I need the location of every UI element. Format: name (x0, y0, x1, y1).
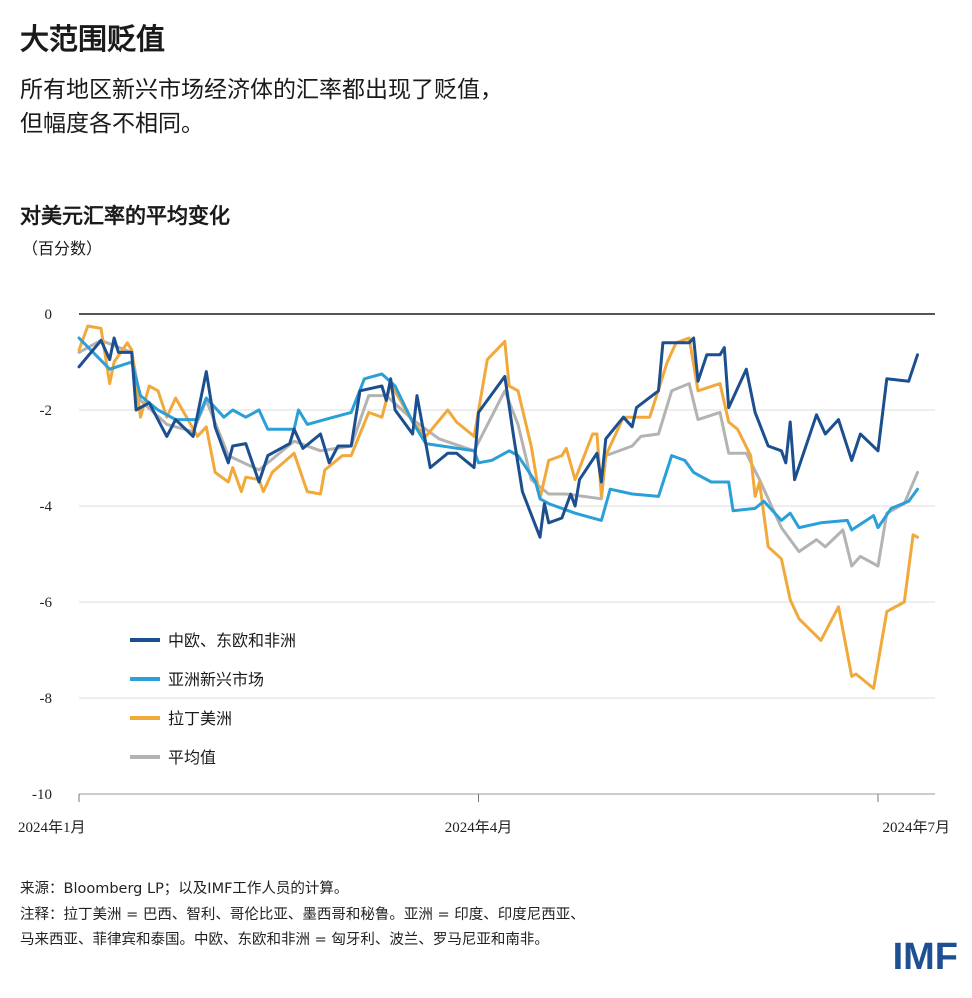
legend-label: 平均值 (168, 748, 216, 767)
page-title: 大范围贬值 (20, 22, 166, 56)
legend-label: 中欧、东欧和非洲 (168, 631, 296, 650)
subtitle-line-2: 但幅度各不相同。 (20, 111, 204, 137)
y-tick-label: -10 (32, 787, 52, 803)
series-lines (77, 324, 919, 690)
imf-logo: IMF (892, 936, 958, 978)
source-note: 来源：Bloomberg LP；以及IMF工作人员的计算。 (20, 881, 349, 897)
chart-unit-label: （百分数） (22, 239, 103, 258)
footnote-line-2: 马来西亚、菲律宾和泰国。中欧、东欧和非洲 = 匈牙利、波兰、罗马尼亚和南非。 (20, 932, 549, 948)
y-tick-label: -6 (40, 595, 53, 611)
y-tick-label: -8 (40, 691, 53, 707)
chart-title: 对美元汇率的平均变化 (20, 204, 230, 228)
legend-label: 拉丁美洲 (168, 709, 232, 728)
y-tick-label: 0 (45, 307, 53, 323)
subtitle-line-1: 所有地区新兴市场经济体的汇率都出现了贬值， (20, 77, 503, 103)
y-tick-label: -2 (40, 403, 53, 419)
y-axis-ticks: 0 -2 -4 -6 -8 -10 (32, 307, 52, 803)
y-tick-label: -4 (40, 499, 53, 515)
x-tick-label: 2024年7月 (882, 819, 950, 836)
x-tick-label: 2024年1月 (18, 819, 86, 836)
footnote-line-1: 注释：拉丁美洲 = 巴西、智利、哥伦比亚、墨西哥和秘鲁。亚洲 = 印度、印度尼西… (20, 907, 585, 923)
series-line-0 (77, 336, 919, 539)
series-line-2 (77, 324, 919, 690)
legend-label: 亚洲新兴市场 (168, 670, 264, 689)
x-axis: 2024年1月 2024年4月 2024年7月 (18, 793, 950, 836)
x-tick-label: 2024年4月 (445, 819, 513, 836)
